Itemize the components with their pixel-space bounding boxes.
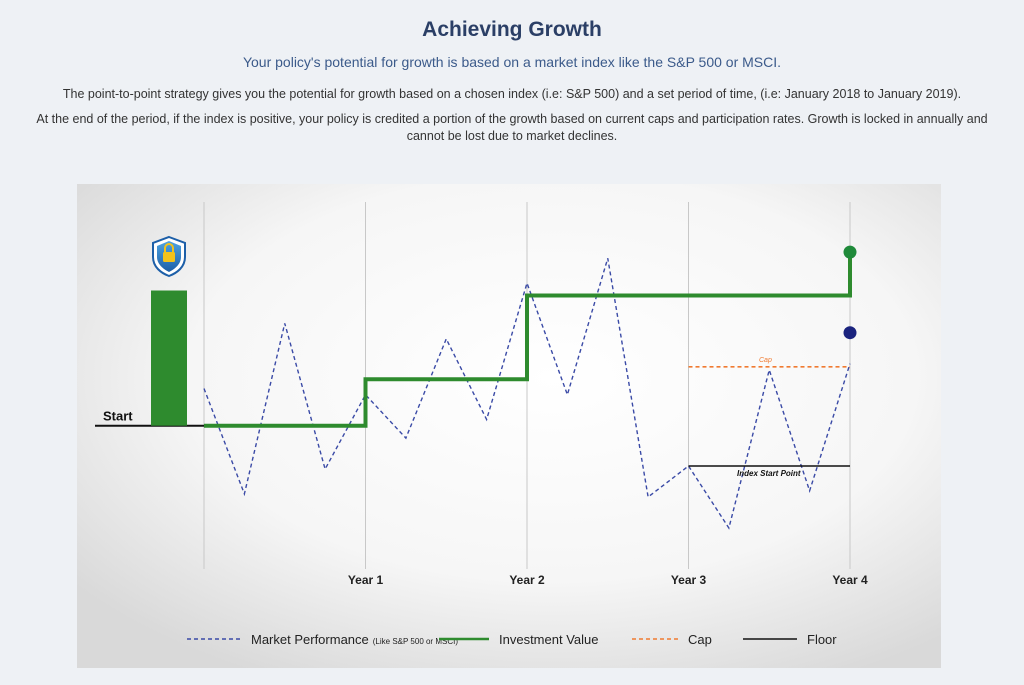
legend-label-cap: Cap xyxy=(688,632,712,647)
lock-body xyxy=(163,252,175,262)
growth-chart: Start Cap Index Start Point Year 1 Year 2 Y… xyxy=(77,184,941,668)
growth-chart-svg: Start Cap Index Start Point Year 1 Year 2 Y… xyxy=(77,184,941,668)
start-bar xyxy=(151,290,187,426)
lock-shackle xyxy=(164,243,174,252)
market-end-marker xyxy=(843,326,857,340)
page-subtitle: Your policy's potential for growth is ba… xyxy=(242,54,782,70)
shield-lock-icon xyxy=(152,235,186,278)
description-paragraph-2: At the end of the period, if the index i… xyxy=(36,112,988,143)
legend-label-investment-value: Investment Value xyxy=(499,632,598,647)
x-tick-label-4: Year 4 xyxy=(832,573,868,587)
legend-label-floor: Floor xyxy=(807,632,837,647)
index-start-point-annotation: Index Start Point xyxy=(737,469,801,478)
cap-annotation: Cap xyxy=(759,357,772,364)
x-tick-label-1: Year 1 xyxy=(348,573,384,587)
series-market-performance xyxy=(203,258,851,530)
x-tick-label-3: Year 3 xyxy=(671,573,707,587)
series-investment-value xyxy=(204,252,852,428)
x-tick-label-2: Year 2 xyxy=(509,573,545,587)
page-title: Achieving Growth xyxy=(422,18,602,41)
description-paragraph-1: The point-to-point strategy gives you th… xyxy=(62,87,962,101)
start-label: Start xyxy=(103,409,133,424)
investment-end-marker xyxy=(843,245,857,259)
legend-note-market-performance: (Like S&P 500 or MSCI) xyxy=(373,637,459,646)
